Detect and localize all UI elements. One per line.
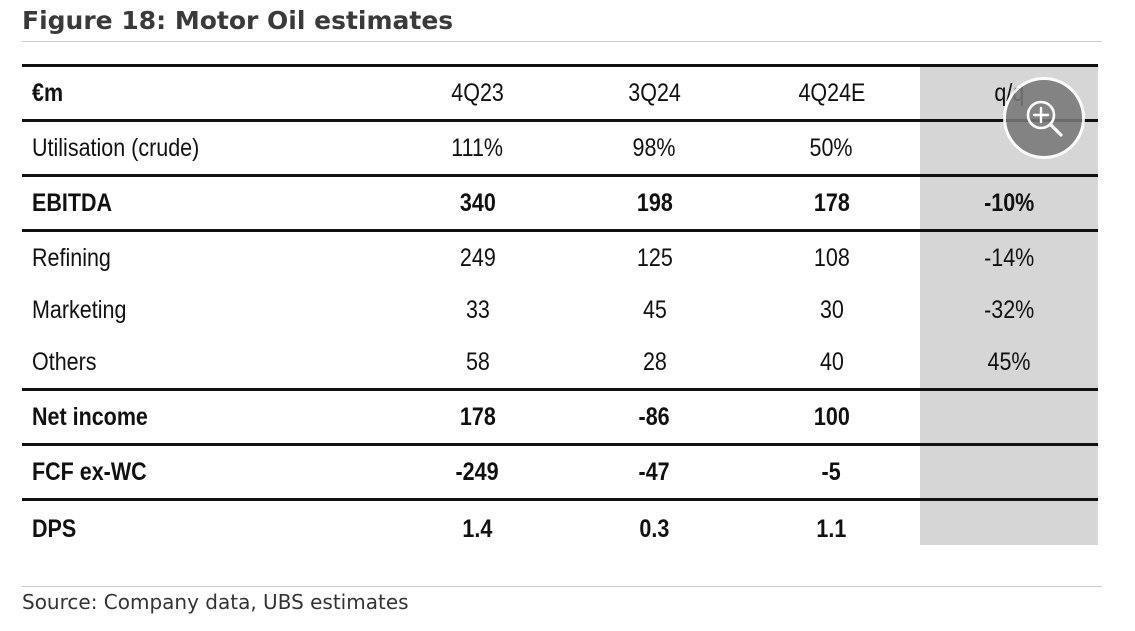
header-col-4q24e: 4Q24E [743,64,920,121]
row-label: Others [32,347,97,376]
row-label: Utilisation (crude) [22,119,389,176]
table-row-others: Others 58 28 40 45% [22,336,1098,390]
cell-value: 50% [743,119,920,176]
source-divider [22,586,1102,587]
cell-value: -249 [389,443,566,500]
figure-source: Source: Company data, UBS estimates [22,590,409,614]
zoom-in-button[interactable] [1006,80,1082,156]
table-row-ebitda: EBITDA 340 198 178 -10% [22,174,1098,231]
estimates-table-container: €m 4Q23 3Q24 4Q24E q/q Utilisation (crud… [22,64,1098,557]
cell-value: 198 [566,174,743,231]
cell-value: -10% [920,174,1098,231]
cell-value: 1.4 [389,498,566,557]
cell-value: 340 [389,174,566,231]
cell-value: 30 [819,295,844,324]
cell-value: 40 [819,347,844,376]
cell-value: -86 [566,388,743,445]
cell-value: 33 [465,295,490,324]
cell-value: 45% [987,347,1031,376]
table-row-fcf-ex-wc: FCF ex-WC -249 -47 -5 [22,443,1098,500]
cell-value: 1.1 [743,498,920,557]
cell-value: 111% [389,119,566,176]
estimates-table: €m 4Q23 3Q24 4Q24E q/q Utilisation (crud… [22,64,1098,557]
table-header-row: €m 4Q23 3Q24 4Q24E q/q [22,64,1098,121]
table-row-dps: DPS 1.4 0.3 1.1 [22,498,1098,557]
cell-value: -47 [566,443,743,500]
row-label: EBITDA [22,174,389,231]
header-unit-label: €m [22,64,389,121]
row-label: Net income [22,388,389,445]
cell-value: -5 [743,443,920,500]
cell-value: 125 [566,229,743,284]
cell-value: 178 [743,174,920,231]
cell-value: 249 [389,229,566,284]
table-row-net-income: Net income 178 -86 100 [22,388,1098,445]
cell-value: 28 [642,347,667,376]
cell-value: 58 [465,347,490,376]
cell-value [920,443,1098,500]
cell-value: 0.3 [566,498,743,557]
cell-value: 100 [743,388,920,445]
cell-value: -32% [983,295,1035,324]
cell-value: 98% [566,119,743,176]
figure-title: Figure 18: Motor Oil estimates [22,6,454,35]
cell-value: 108 [743,229,920,284]
cell-value: -14% [920,229,1098,284]
header-col-4q23: 4Q23 [389,64,566,121]
cell-value: 178 [389,388,566,445]
cell-value [920,388,1098,445]
cell-value: 45 [642,295,667,324]
title-divider [22,41,1102,42]
table-row-utilisation: Utilisation (crude) 111% 98% 50% [22,119,1098,176]
row-label: Marketing [32,295,127,324]
table-row-refining: Refining 249 125 108 -14% [22,229,1098,284]
row-label: DPS [22,498,389,557]
cell-value [920,498,1098,557]
zoom-in-icon [1026,100,1063,137]
row-label: FCF ex-WC [22,443,389,500]
header-col-3q24: 3Q24 [566,64,743,121]
table-row-marketing: Marketing 33 45 30 -32% [22,284,1098,336]
row-label: Refining [22,229,389,284]
